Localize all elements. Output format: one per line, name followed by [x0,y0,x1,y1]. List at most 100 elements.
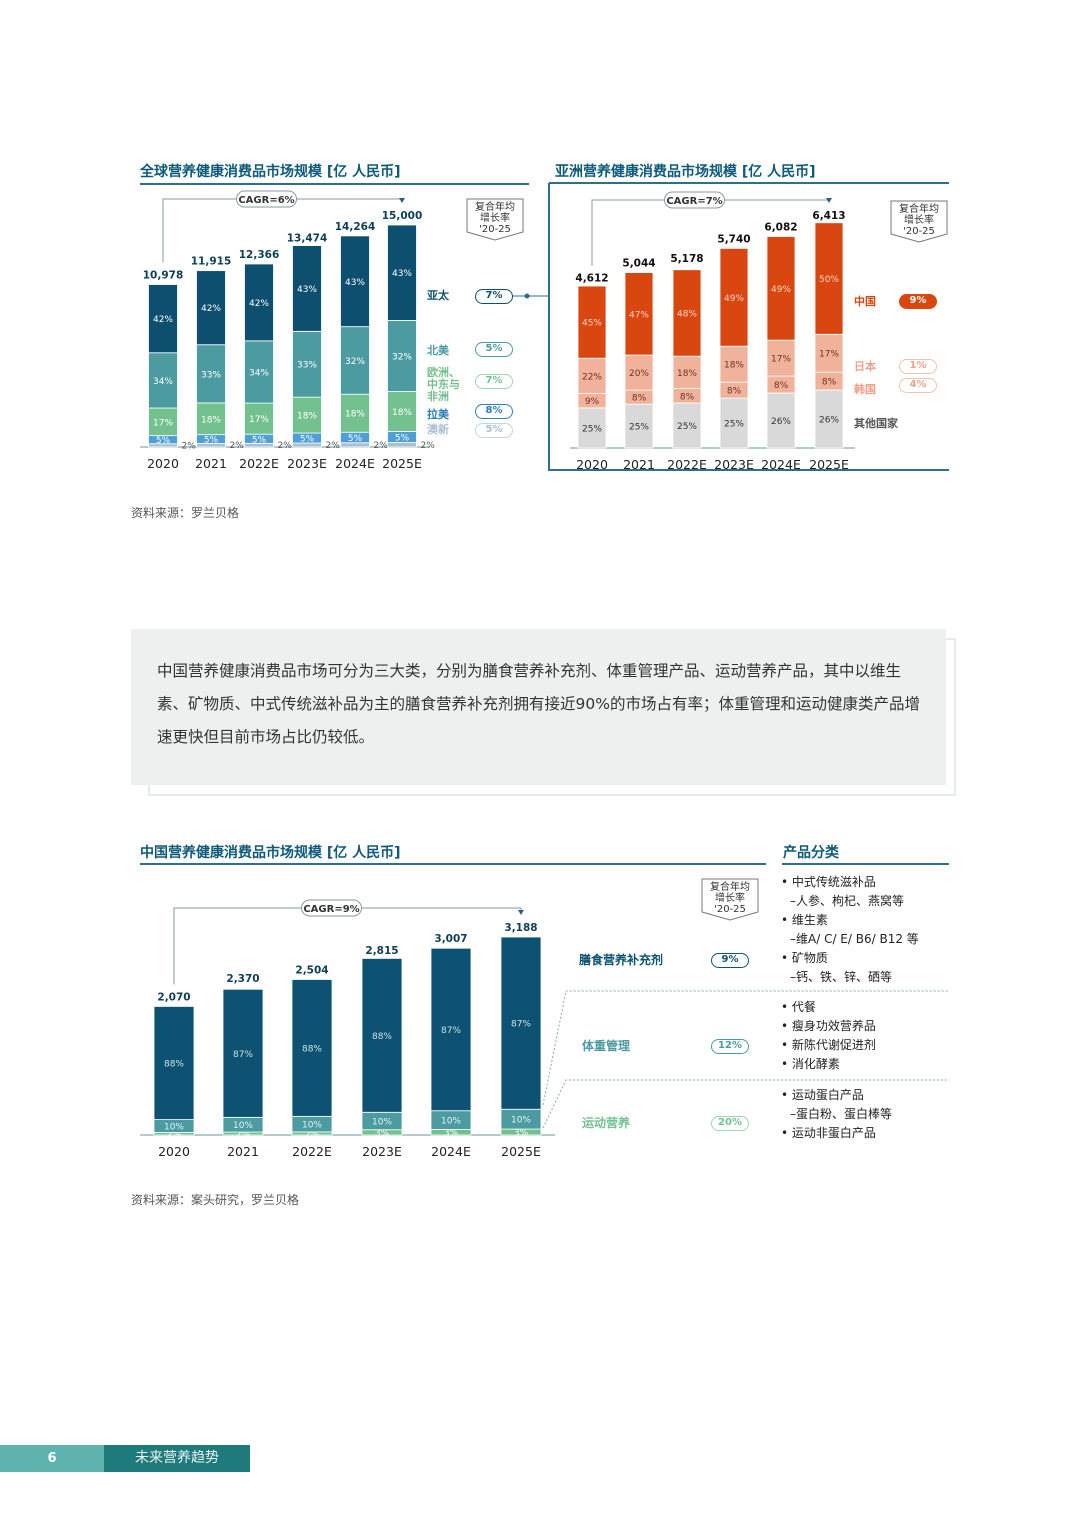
china-segment-label: 87% [441,1026,461,1036]
global-bar-segment [387,320,417,392]
china-chart-title: 中国营养健康消费品市场规模 [亿 人民币] [140,845,401,861]
global-year-label: 2024E [335,456,375,471]
global-segment-label: 2% [278,441,293,451]
global-segment-label: 17% [249,415,269,425]
global-segment-label: 18% [201,415,221,425]
asia-segment-label: 50% [819,275,839,285]
asia-segment-label: 45% [582,319,602,329]
global-bar-segment [196,402,226,436]
china-cagr-badge: 复合年均 增长率 '20-25 [701,878,759,921]
asia-bar-segment [577,357,607,394]
global-cagr-badge: 复合年均 增长率 '20-25 [466,198,524,241]
badge-line: '20-25 [903,226,935,237]
asia-segment-label: 26% [819,416,839,426]
category-subitem: –维A/ C/ E/ B6/ B12 等 [790,932,919,946]
asia-bar-segment [766,236,796,341]
global-segment-label: 2% [230,441,245,451]
china-segment-label: 88% [164,1060,184,1070]
divider-dashed [542,1079,949,1129]
asia-year-label: 2022E [667,457,707,472]
cagr-pill-anz: 5% [475,423,513,438]
asia-cagr-badge: 复合年均 增长率 '20-25 [890,200,948,243]
category-item: • 新陈代谢促进剂 [781,1038,876,1052]
global-segment-label: 2% [182,441,197,451]
global-bar-segment [196,344,226,404]
legend-dietary-supplements: 膳食营养补充剂 [579,953,664,967]
global-segment-label: 34% [249,368,269,378]
global-bar-segment [292,330,322,398]
china-year-label: 2020 [158,1144,190,1159]
china-bar-segment [291,979,333,1117]
asia-total-label: 5,178 [670,253,703,265]
china-segment-label: 10% [441,1117,461,1127]
global-segment-label: 33% [201,370,221,380]
china-bar-segment [430,947,472,1112]
global-bar-segment [148,284,178,354]
category-item: • 维生素 [781,913,828,927]
asia-segment-label: 9% [585,397,600,407]
category-item: • 消化酵素 [781,1057,840,1071]
asia-bar-segment [766,392,796,449]
global-segment-label: 32% [345,357,365,367]
asia-segment-label: 8% [774,381,789,391]
asia-segment-label: 8% [632,394,647,404]
asia-segment-label: 8% [727,387,742,397]
china-segment-label: 2% [236,1130,251,1140]
category-subitem: –人参、枸杞、燕窝等 [790,894,905,908]
asia-total-label: 5,740 [717,233,750,245]
global-segment-label: 2% [421,441,436,451]
global-segment-label: 42% [249,299,269,309]
global-segment-label: 34% [153,377,173,387]
asia-bar-segment [624,354,654,391]
global-bar-segment [340,235,370,328]
cagr-pill-latam: 8% [475,404,513,419]
asia-bar-segment [814,222,844,335]
category-list-weight: • 代餐 • 瘦身功效营养品 • 新陈代谢促进剂 • 消化酵素 [781,998,876,1074]
global-segment-label: 18% [392,408,412,418]
china-total-label: 2,070 [157,991,190,1003]
china-total-label: 2,504 [295,964,328,976]
china-total-label: 2,815 [365,945,398,957]
category-title-underline [782,863,949,865]
global-segment-label: 18% [297,412,317,422]
asia-segment-label: 18% [677,369,697,379]
asia-segment-label: 8% [680,392,695,402]
global-bar-segment [292,396,322,434]
asia-segment-label: 48% [677,309,697,319]
asia-total-label: 4,612 [575,273,608,285]
china-title-underline [140,863,766,865]
global-segment-label: 17% [153,418,173,428]
asia-segment-label: 47% [629,310,649,320]
asia-segment-label: 49% [771,285,791,295]
china-segment-label: 10% [302,1121,322,1131]
global-segment-label: 32% [392,352,412,362]
asia-segment-label: 25% [677,422,697,432]
badge-line: '20-25 [479,224,511,235]
asia-cagr-label: CAGR=7% [666,196,722,207]
badge-line: 增长率 [904,215,934,226]
asia-bar-segment [719,345,749,383]
global-segment-label: 43% [297,285,317,295]
global-segment-label: 2% [326,441,341,451]
cagr-pill-dietary: 9% [711,953,749,968]
china-total-label: 3,188 [504,922,537,934]
china-bar-segment [361,958,403,1113]
global-bar-segment [387,224,417,321]
legend-korea: 韩国 [854,383,876,396]
global-chart-title: 全球营养健康消费品市场规模 [亿 人民币] [140,164,401,180]
badge-line: 增长率 [715,893,745,904]
cagr-pill-sports: 20% [711,1116,749,1131]
asia-segment-label: 20% [629,369,649,379]
china-year-label: 2023E [362,1144,402,1159]
asia-year-label: 2021 [623,457,655,472]
china-segment-label: 87% [511,1020,531,1030]
asia-bar-segment [719,248,749,347]
global-bar-segment [244,263,274,342]
asia-cagr-bracket [591,199,829,266]
asia-bar-segment [672,269,702,357]
asia-bar-segment [766,339,796,377]
legend-sports-nutrition: 运动营养 [582,1116,631,1130]
china-segment-label: 2% [305,1130,320,1140]
china-segment-label: 10% [372,1118,392,1128]
asia-year-label: 2023E [714,457,754,472]
